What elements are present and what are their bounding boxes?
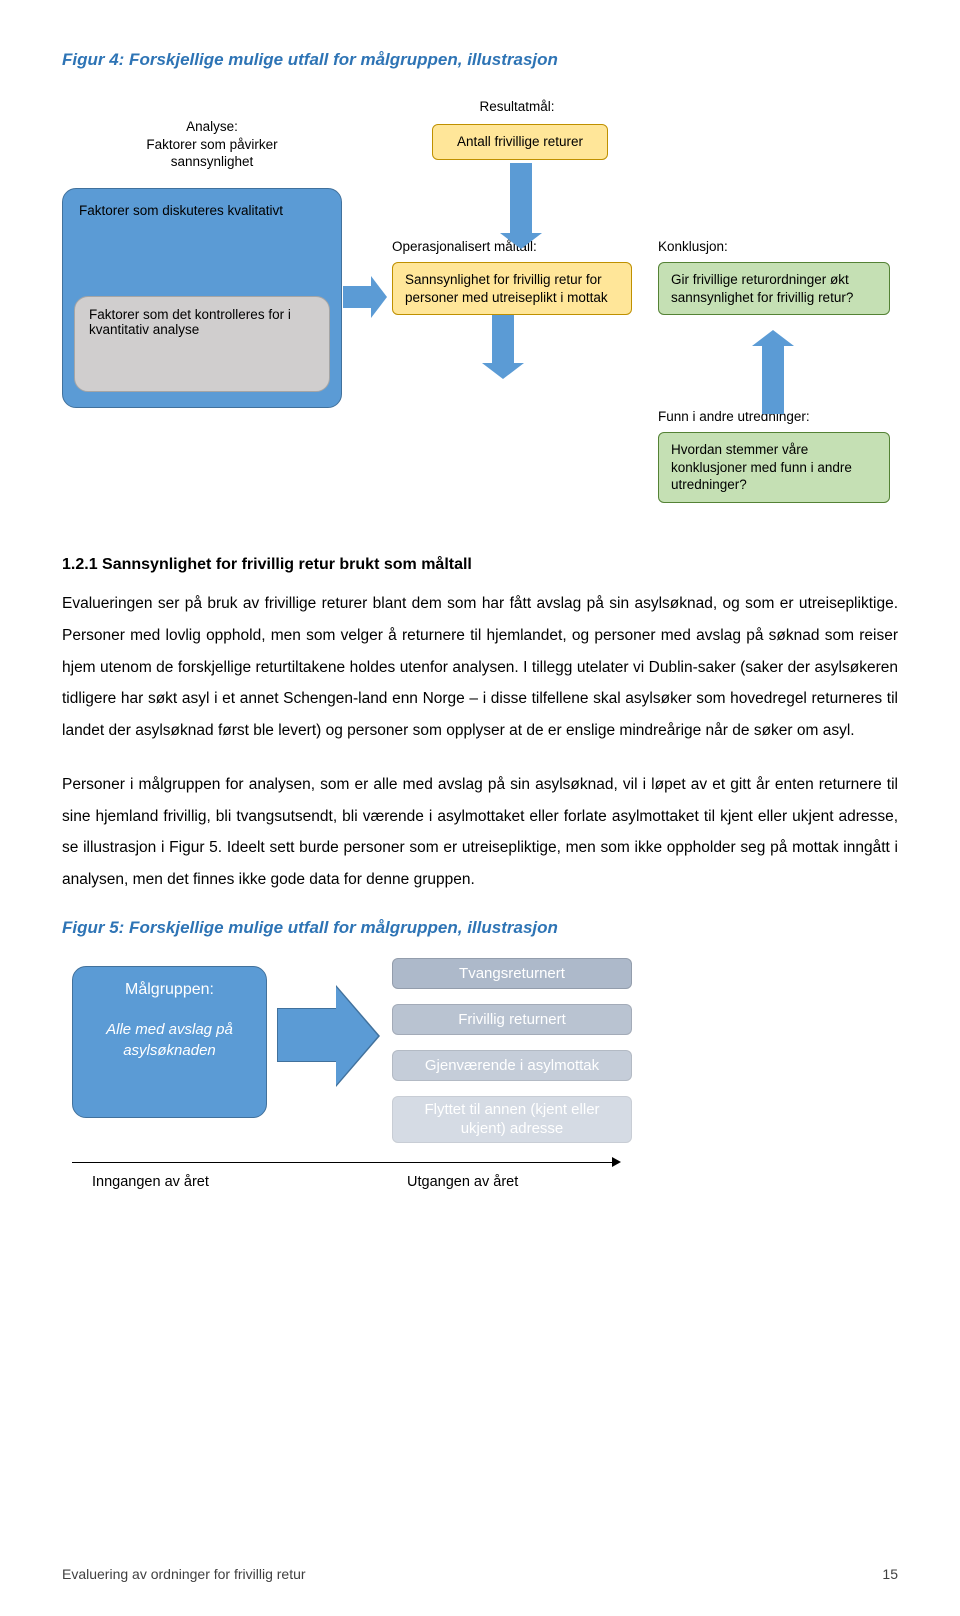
box-kvantitativ: Faktorer som det kontrolleres for i kvan…: [74, 296, 330, 392]
box-malgruppen: Målgruppen: Alle med avslag på asylsøkna…: [72, 966, 267, 1118]
box-funn: Hvordan stemmer våre konklusjoner med fu…: [658, 432, 890, 503]
timeline-left-label: Inngangen av året: [92, 1174, 209, 1190]
timeline-right-label: Utgangen av året: [407, 1174, 518, 1190]
footer-page-number: 15: [882, 1566, 898, 1582]
outcome-0: Tvangsreturnert: [392, 958, 632, 989]
paragraph-1: Evalueringen ser på bruk av frivillige r…: [62, 588, 898, 747]
label-analyse: Analyse: Faktorer som påvirker sannsynli…: [112, 118, 312, 171]
outcome-1: Frivillig returnert: [392, 1004, 632, 1035]
arrow-right-1: [343, 286, 371, 308]
outcome-3: Flyttet til annen (kjent eller ukjent) a…: [392, 1096, 632, 1144]
box-antall-frivillige: Antall frivillige returer: [432, 124, 608, 160]
box-malgruppen-title: Målgruppen:: [87, 981, 252, 999]
big-arrow-icon: [277, 1008, 337, 1062]
arrow-up-1: [762, 346, 784, 414]
box-sannsynlighet: Sannsynlighet for frivillig retur for pe…: [392, 262, 632, 315]
label-funn: Funn i andre utredninger:: [658, 408, 810, 426]
box-kvalitativ-text: Faktorer som diskuteres kvalitativt: [79, 203, 283, 218]
figure5-title: Figur 5: Forskjellige mulige utfall for …: [62, 918, 898, 938]
footer-left: Evaluering av ordninger for frivillig re…: [62, 1566, 306, 1582]
figure4-title: Figur 4: Forskjellige mulige utfall for …: [62, 50, 898, 70]
box-konklusjon: Gir frivillige returordninger økt sannsy…: [658, 262, 890, 315]
label-konklusjon: Konklusjon:: [658, 238, 728, 256]
label-analyse-sub: Faktorer som påvirker sannsynlighet: [146, 137, 277, 170]
figure4-diagram: Analyse: Faktorer som påvirker sannsynli…: [62, 88, 898, 528]
label-analyse-text: Analyse:: [186, 119, 238, 134]
arrow-down-1: [510, 163, 532, 233]
arrow-down-2: [492, 315, 514, 363]
figure5-diagram: Målgruppen: Alle med avslag på asylsøkna…: [62, 956, 702, 1216]
label-resultatmal: Resultatmål:: [442, 98, 592, 116]
box-kvantitativ-text: Faktorer som det kontrolleres for i kvan…: [89, 307, 291, 337]
paragraph-2: Personer i målgruppen for analysen, som …: [62, 769, 898, 896]
box-malgruppen-sub: Alle med avslag på asylsøknaden: [87, 1019, 252, 1061]
timeline-axis: [72, 1162, 612, 1164]
section-heading: 1.2.1 Sannsynlighet for frivillig retur …: [62, 556, 898, 574]
outcome-2: Gjenværende i asylmottak: [392, 1050, 632, 1081]
page-footer: Evaluering av ordninger for frivillig re…: [62, 1566, 898, 1582]
